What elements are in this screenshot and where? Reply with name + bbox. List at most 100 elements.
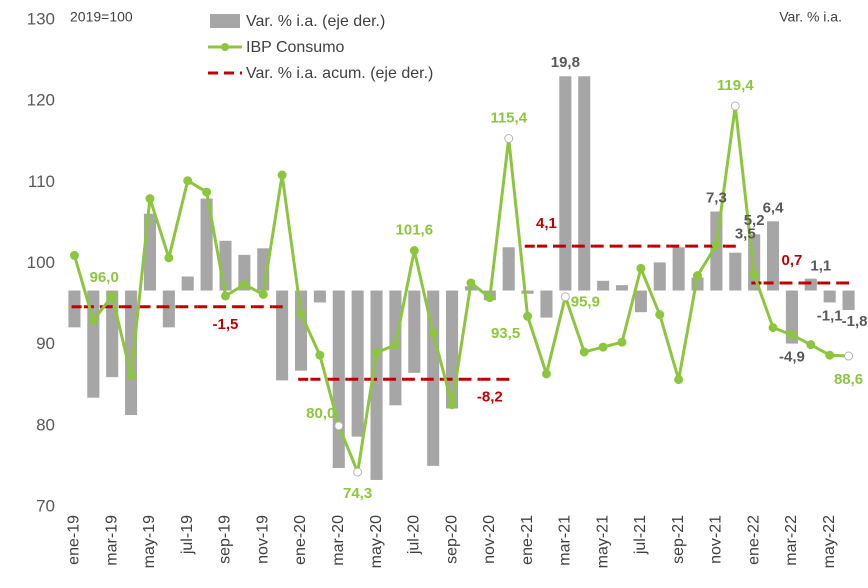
bar — [597, 280, 610, 291]
x-tick-label: sep-21 — [670, 515, 687, 564]
cumulative-label: 0,7 — [781, 252, 802, 269]
x-tick-label: sep-20 — [443, 515, 460, 564]
bar-label: -4,9 — [779, 349, 805, 366]
y-tick-label: 110 — [28, 172, 55, 191]
line-label: 115,4 — [490, 109, 527, 126]
line-marker — [655, 310, 665, 320]
bar-label: 6,4 — [763, 199, 785, 216]
cumulative-label: 4,1 — [536, 215, 557, 232]
bar — [370, 290, 383, 480]
bar — [276, 290, 289, 381]
line-marker — [617, 337, 627, 347]
bar — [351, 290, 364, 437]
line-marker — [485, 293, 495, 303]
legend-label: Var. % i.a. (eje der.) — [246, 13, 385, 30]
x-tick-label: nov-20 — [481, 515, 498, 564]
bar — [540, 290, 553, 318]
line-marker — [541, 369, 551, 379]
line-marker — [674, 375, 684, 385]
bar-label: -1,1 — [817, 307, 843, 324]
y-tick-label: 100 — [27, 253, 55, 272]
bar — [502, 247, 515, 291]
bar-series — [68, 76, 855, 480]
cumulative-label: -8,2 — [477, 388, 503, 405]
bar — [200, 198, 213, 291]
line-marker — [164, 253, 174, 263]
x-tick-label: mar-22 — [783, 515, 800, 566]
line-marker — [409, 246, 419, 256]
line-marker — [730, 101, 740, 111]
bar — [408, 290, 421, 373]
line-label: 93,5 — [491, 325, 520, 342]
legend-swatch — [210, 14, 240, 28]
line-marker — [107, 291, 117, 301]
line-marker — [749, 270, 759, 280]
line-marker — [258, 289, 268, 299]
line-marker — [693, 271, 703, 281]
bar-label: -1,8 — [842, 313, 868, 330]
x-tick-label: ene-22 — [745, 515, 762, 565]
bar — [615, 285, 629, 291]
line-marker — [428, 328, 438, 338]
x-tick-label: jul-20 — [406, 515, 423, 555]
line-label: 119,4 — [717, 77, 754, 94]
line-marker — [220, 291, 230, 301]
bar — [294, 290, 308, 371]
line-marker — [145, 194, 155, 204]
line-marker — [579, 347, 589, 357]
line-marker — [825, 350, 835, 360]
subtitle: 2019=100 — [70, 9, 133, 25]
line-label: 88,6 — [834, 371, 863, 388]
x-tick-label: mar-20 — [330, 515, 347, 566]
line-marker — [372, 348, 382, 358]
bar-label: 19,8 — [551, 54, 580, 71]
bar-label: 7,3 — [706, 190, 727, 207]
y-tick-label: 130 — [27, 9, 55, 28]
y-tick-label: 120 — [27, 91, 55, 110]
bar — [766, 221, 780, 291]
line-marker — [277, 170, 287, 180]
x-tick-label: mar-21 — [557, 515, 574, 566]
x-tick-label: sep-19 — [217, 515, 234, 564]
bar — [785, 290, 798, 344]
line-label: 101,6 — [396, 221, 434, 238]
y2-title: Var. % i.a. — [779, 9, 842, 25]
cumulative-label: -1,5 — [213, 316, 239, 333]
line-marker — [390, 340, 400, 350]
x-tick-label: ene-20 — [292, 515, 309, 565]
x-tick-label: may-22 — [821, 515, 838, 568]
line-marker — [598, 342, 608, 352]
x-tick-label: ene-21 — [519, 515, 536, 565]
bar — [804, 278, 817, 291]
line-marker — [447, 400, 457, 410]
bar — [729, 252, 742, 291]
line-marker — [711, 240, 721, 250]
line-marker — [183, 176, 193, 186]
line-marker — [768, 323, 778, 333]
bar — [68, 290, 81, 328]
x-tick-label: nov-19 — [254, 515, 271, 564]
bar — [162, 290, 175, 328]
line-label: 80,0 — [306, 405, 335, 422]
bar — [634, 290, 647, 313]
line-marker — [69, 250, 79, 260]
line-marker — [239, 280, 249, 290]
line-marker — [353, 467, 363, 477]
bar — [653, 262, 666, 291]
line-label: 95,9 — [571, 294, 600, 311]
x-tick-label: ene-19 — [66, 515, 83, 565]
bar — [559, 76, 572, 291]
bar — [842, 290, 855, 311]
line-marker — [466, 278, 476, 288]
line-marker — [844, 351, 854, 361]
y-tick-label: 80 — [36, 415, 55, 434]
line-label: 74,3 — [343, 485, 372, 502]
line-label: 96,0 — [90, 269, 119, 286]
bar — [313, 290, 326, 303]
legend: Var. % i.a. (eje der.) IBP Consumo Var. … — [208, 13, 433, 82]
y-tick-label: 90 — [36, 334, 55, 353]
x-tick-label: mar-19 — [103, 515, 120, 566]
bar-label: 3,5 — [735, 226, 756, 243]
bar — [672, 247, 685, 291]
